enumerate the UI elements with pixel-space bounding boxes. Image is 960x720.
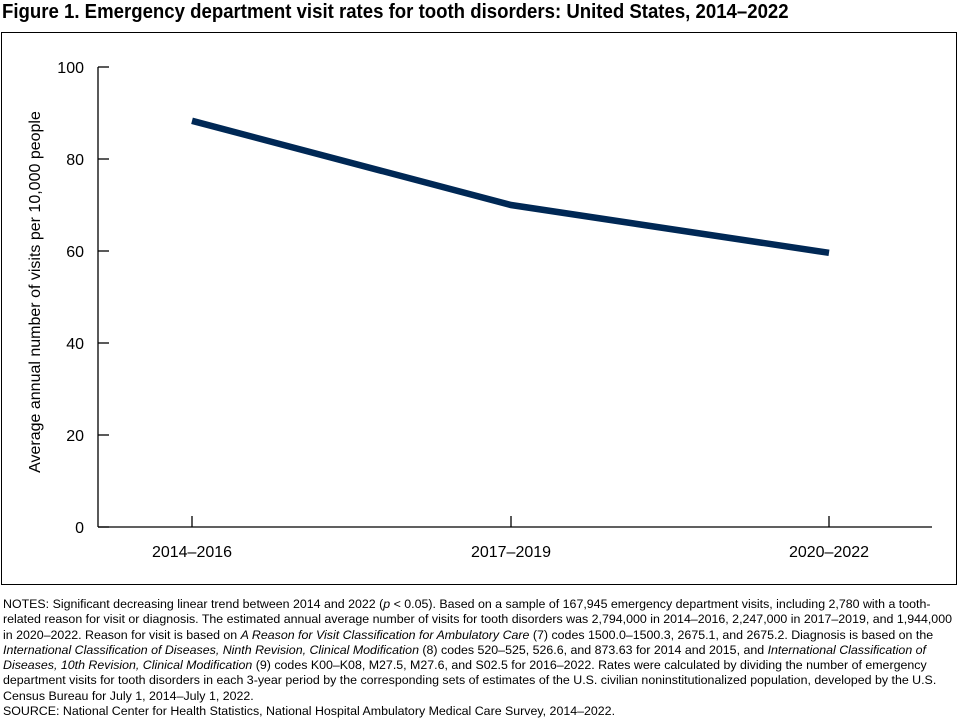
- source-text: SOURCE: National Center for Health Stati…: [3, 704, 958, 719]
- notes-segment: (7) codes 1500.0–1500.3, 2675.1, and 267…: [529, 627, 934, 642]
- notes-segment: A Reason for Visit Classification for Am…: [240, 627, 530, 642]
- notes-text: NOTES: Significant decreasing linear tre…: [3, 597, 958, 704]
- x-tick-label: 2014–2016: [152, 544, 232, 561]
- y-tick-label: 0: [75, 520, 84, 537]
- notes-segment: < 0.05). Based on a sample of 167,945 em…: [3, 597, 952, 642]
- y-tick-label: 40: [66, 336, 84, 353]
- figure-title: Figure 1. Emergency department visit rat…: [2, 1, 789, 23]
- notes-segment: p: [383, 597, 391, 611]
- notes-segment: International Classification of Diseases…: [3, 642, 926, 673]
- y-tick-label: 80: [66, 152, 84, 169]
- notes-segment: SOURCE: National Center for Health Stati…: [3, 704, 616, 719]
- y-tick-label: 100: [57, 60, 84, 77]
- notes-segment: (8) codes 520–525, 526.6, and 873.63 for…: [418, 642, 768, 657]
- y-tick-label: 20: [66, 428, 84, 445]
- y-axis-label: Average annual number of visits per 10,0…: [27, 111, 44, 473]
- notes: NOTES: Significant decreasing linear tre…: [3, 597, 958, 719]
- notes-segment: NOTES: Significant decreasing linear tre…: [3, 597, 384, 611]
- x-tick-label: 2017–2019: [471, 544, 551, 561]
- line-chart: 0 20 40 60 80 100 2014–2016 2017–2019 2020–2022 A…: [27, 60, 932, 561]
- x-tick-label: 2020–2022: [789, 544, 869, 561]
- notes-segment: (9) codes K00–K08, M27.5, M27.6, and S02…: [3, 658, 937, 703]
- chart-frame: [1, 32, 957, 585]
- data-line: [191, 117, 830, 257]
- notes-segment: International Classification of Diseases…: [3, 642, 419, 657]
- y-tick-label: 60: [66, 244, 84, 261]
